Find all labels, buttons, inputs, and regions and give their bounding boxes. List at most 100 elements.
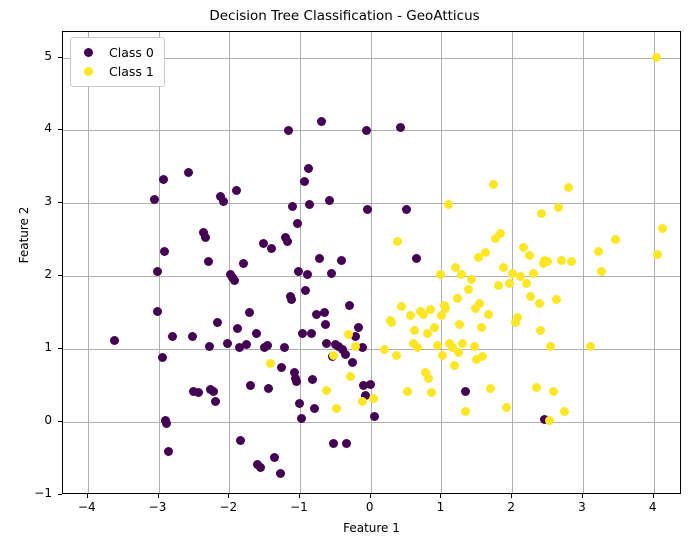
scatter-point	[302, 270, 312, 280]
x-tick-label: −3	[148, 500, 167, 514]
scatter-point	[537, 209, 547, 219]
scatter-point	[435, 270, 445, 280]
scatter-point	[319, 308, 329, 318]
scatter-point	[486, 384, 496, 394]
x-tick-mark	[511, 494, 513, 498]
scatter-point	[432, 341, 442, 351]
scatter-point	[329, 439, 339, 449]
scatter-point	[277, 362, 287, 372]
scatter-point	[657, 223, 667, 233]
scatter-point	[611, 235, 620, 245]
legend-item[interactable]: Class 1	[78, 62, 154, 81]
page-title: Decision Tree Classification - GeoAtticu…	[209, 8, 480, 24]
scatter-point	[444, 200, 454, 210]
scatter-point	[453, 347, 463, 357]
scatter-point	[504, 279, 514, 289]
scatter-point	[284, 125, 294, 135]
scatter-point	[262, 341, 272, 351]
scatter-point	[244, 308, 254, 318]
x-tick-label: 2	[507, 500, 516, 514]
scatter-point	[110, 335, 120, 345]
scatter-point	[346, 372, 356, 382]
scatter-point	[301, 286, 311, 296]
scatter-point	[255, 462, 265, 472]
gridline-horizontal	[63, 349, 680, 351]
x-tick-label: −1	[290, 500, 308, 514]
scatter-point	[223, 338, 233, 348]
x-tick-label: −4	[77, 500, 96, 514]
scatter-point	[458, 338, 468, 348]
scatter-point	[168, 331, 178, 341]
gridline-vertical	[582, 32, 584, 493]
scatter-point	[421, 368, 431, 377]
legend-item[interactable]: Class 0	[78, 43, 154, 62]
scatter-point	[596, 267, 606, 277]
x-tick-label: 0	[365, 500, 374, 514]
y-tick-mark	[58, 421, 62, 423]
scatter-point	[493, 280, 503, 290]
scatter-point	[316, 117, 326, 127]
gridline-horizontal	[63, 130, 680, 132]
scatter-point	[424, 373, 434, 383]
gridline-vertical	[299, 32, 301, 493]
scatter-point	[387, 318, 397, 328]
scatter-point	[322, 338, 332, 348]
scatter-point	[456, 270, 466, 280]
scatter-point	[157, 353, 167, 363]
scatter-point	[315, 254, 325, 264]
scatter-point	[245, 381, 255, 391]
gridline-vertical	[87, 32, 89, 493]
gridline-horizontal	[63, 422, 680, 424]
scatter-point	[507, 268, 517, 278]
x-tick-label: 4	[648, 500, 657, 514]
gridline-horizontal	[63, 57, 680, 59]
x-tick-mark	[298, 494, 300, 498]
y-axis-label: Feature 2	[17, 206, 31, 264]
scatter-point	[279, 343, 289, 353]
x-tick-mark	[228, 494, 230, 498]
scatter-point	[408, 338, 418, 348]
scatter-point	[287, 295, 296, 305]
gridline-vertical	[229, 32, 231, 493]
scatter-point	[370, 411, 380, 421]
scatter-point	[322, 385, 332, 395]
scatter-point	[342, 439, 352, 449]
scatter-point	[466, 274, 476, 284]
scatter-point	[369, 393, 379, 403]
scatter-point	[258, 238, 268, 248]
x-tick-label: 1	[436, 500, 445, 514]
scatter-point	[499, 263, 509, 272]
scatter-point	[298, 328, 308, 338]
scatter-point	[152, 266, 162, 276]
scatter-point	[270, 453, 280, 463]
scatter-point	[219, 197, 229, 207]
scatter-point	[209, 386, 219, 396]
scatter-point	[551, 295, 561, 305]
scatter-point	[152, 306, 162, 316]
scatter-point	[483, 309, 493, 319]
y-tick-label: 5	[44, 48, 52, 63]
scatter-point	[325, 195, 335, 205]
scatter-point	[652, 53, 662, 63]
scatter-point	[425, 305, 435, 315]
scatter-point	[585, 341, 595, 351]
scatter-point	[234, 343, 244, 353]
scatter-point	[560, 407, 570, 417]
scatter-point	[350, 331, 360, 341]
scatter-point	[320, 319, 330, 329]
scatter-point	[429, 322, 439, 332]
scatter-point	[543, 257, 553, 267]
scatter-point	[231, 185, 241, 195]
scatter-point	[476, 322, 486, 332]
scatter-point	[410, 325, 420, 335]
scatter-point	[183, 168, 193, 178]
y-tick-mark	[58, 202, 62, 204]
scatter-point	[405, 311, 415, 321]
scatter-point	[531, 382, 541, 392]
scatter-point	[452, 293, 462, 303]
scatter-point	[594, 246, 604, 256]
scatter-point	[353, 322, 363, 332]
y-tick-mark	[58, 348, 62, 350]
x-axis-label: Feature 1	[343, 521, 400, 535]
scatter-point	[187, 331, 197, 341]
